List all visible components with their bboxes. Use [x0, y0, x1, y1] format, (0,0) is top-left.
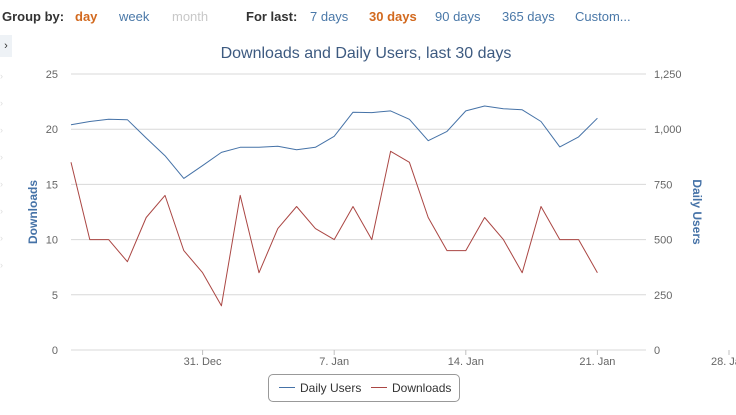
right-tick-label: 250: [654, 290, 672, 302]
x-tick-label: 28. Jan: [711, 356, 736, 368]
x-tick-label: 21. Jan: [579, 356, 615, 368]
group-by-month-option: month: [172, 9, 209, 24]
collapsed-item-icon: ›: [0, 233, 3, 243]
series-line-daily-users: [70, 105, 598, 179]
right-axis-ticks: 0 250 500 750 1,000 1,250: [654, 69, 682, 357]
right-tick-label: 0: [654, 345, 660, 357]
collapsed-item-icon: ›: [0, 98, 3, 108]
legend-label: Downloads: [392, 381, 452, 395]
chart-title: Downloads and Daily Users, last 30 days: [221, 45, 512, 62]
series-layer: [70, 105, 598, 307]
chart-legend: Daily Users Downloads: [268, 374, 460, 402]
collapsed-item-icon: ›: [0, 152, 3, 162]
right-axis-label: Daily Users: [690, 179, 704, 245]
collapsed-item-icon: ›: [0, 179, 3, 189]
collapsed-item-icon: ›: [0, 206, 3, 216]
legend-swatch-downloads: [371, 387, 387, 389]
right-tick-label: 1,250: [654, 69, 682, 81]
collapsed-item-icon: ›: [0, 260, 3, 270]
collapsed-item-icon: ›: [0, 71, 3, 81]
left-tick-label: 25: [46, 69, 58, 81]
left-tick-label: 10: [46, 235, 58, 247]
range-90-days-option[interactable]: 90 days: [435, 9, 481, 24]
range-30-days-option[interactable]: 30 days: [369, 9, 417, 24]
range-365-days-option[interactable]: 365 days: [502, 9, 555, 24]
group-by-day-option[interactable]: day: [75, 9, 98, 24]
right-tick-label: 750: [654, 179, 672, 191]
sidebar-strip: › › › › › › › › ›: [0, 35, 14, 415]
left-tick-label: 20: [46, 124, 58, 136]
x-tick-label: 14. Jan: [448, 356, 484, 368]
left-axis-ticks: 0 5 10 15 20 25: [46, 69, 58, 357]
right-tick-label: 1,000: [654, 124, 682, 136]
grid-lines: [71, 73, 646, 351]
left-axis-label: Downloads: [26, 180, 40, 244]
toolbar: Group by: day week month For last: 7 day…: [0, 0, 736, 34]
right-tick-label: 500: [654, 235, 672, 247]
group-by-week-option[interactable]: week: [119, 9, 150, 24]
legend-item-daily-users[interactable]: Daily Users: [279, 381, 361, 397]
legend-item-downloads[interactable]: Downloads: [371, 381, 451, 397]
legend-swatch-daily-users: [279, 387, 295, 389]
x-tick-label: 31. Dec: [184, 356, 222, 368]
range-7-days-option[interactable]: 7 days: [310, 9, 349, 24]
left-tick-label: 15: [46, 179, 58, 191]
range-custom-option[interactable]: Custom...: [575, 9, 631, 24]
group-by-label: Group by:: [2, 9, 65, 24]
chevron-right-icon[interactable]: ›: [0, 35, 12, 57]
x-tick-label: 7. Jan: [319, 356, 349, 368]
left-tick-label: 0: [52, 345, 58, 357]
collapsed-item-icon: ›: [0, 125, 3, 135]
legend-label: Daily Users: [300, 381, 362, 395]
x-axis-ticks: 31. Dec 7. Jan 14. Jan 21. Jan 28. Jan: [184, 350, 736, 368]
series-line-downloads: [70, 150, 598, 307]
left-tick-label: 5: [52, 290, 58, 302]
for-last-label: For last:: [246, 9, 298, 24]
